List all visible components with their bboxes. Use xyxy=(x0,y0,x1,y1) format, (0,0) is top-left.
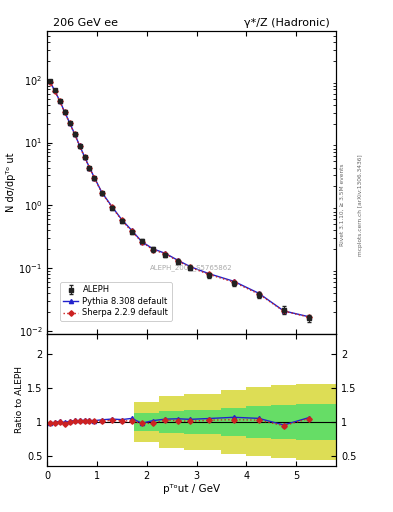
Pythia 8.308 default xyxy=(57,97,62,103)
Pythia 8.308 default xyxy=(67,120,72,126)
Sherpa 2.2.9 default xyxy=(129,228,134,234)
Pythia 8.308 default xyxy=(47,78,52,84)
Sherpa 2.2.9 default xyxy=(281,308,286,314)
Sherpa 2.2.9 default xyxy=(207,271,211,278)
Y-axis label: Ratio to ALEPH: Ratio to ALEPH xyxy=(15,367,24,434)
Pythia 8.308 default xyxy=(77,142,82,148)
Pythia 8.308 default xyxy=(306,314,311,320)
Pythia 8.308 default xyxy=(110,203,114,209)
Pythia 8.308 default xyxy=(151,246,155,252)
Pythia 8.308 default xyxy=(281,308,286,314)
Sherpa 2.2.9 default xyxy=(306,314,311,320)
Pythia 8.308 default xyxy=(62,109,67,115)
Sherpa 2.2.9 default xyxy=(99,190,104,196)
Sherpa 2.2.9 default xyxy=(57,98,62,104)
Sherpa 2.2.9 default xyxy=(188,264,193,270)
Sherpa 2.2.9 default xyxy=(151,247,155,253)
Sherpa 2.2.9 default xyxy=(110,204,114,210)
Sherpa 2.2.9 default xyxy=(47,78,52,84)
Sherpa 2.2.9 default xyxy=(87,165,92,171)
Text: ALEPH_2004_S5765862: ALEPH_2004_S5765862 xyxy=(150,264,233,271)
Sherpa 2.2.9 default xyxy=(119,217,124,223)
Legend: ALEPH, Pythia 8.308 default, Sherpa 2.2.9 default: ALEPH, Pythia 8.308 default, Sherpa 2.2.… xyxy=(60,282,172,321)
Text: Rivet 3.1.10, ≥ 3.5M events: Rivet 3.1.10, ≥ 3.5M events xyxy=(340,163,345,246)
Sherpa 2.2.9 default xyxy=(67,120,72,126)
X-axis label: pᵀᵒut / GeV: pᵀᵒut / GeV xyxy=(163,483,220,494)
Text: γ*/Z (Hadronic): γ*/Z (Hadronic) xyxy=(244,18,330,28)
Pythia 8.308 default xyxy=(231,278,236,284)
Sherpa 2.2.9 default xyxy=(140,239,144,245)
Line: Pythia 8.308 default: Pythia 8.308 default xyxy=(48,79,311,319)
Pythia 8.308 default xyxy=(52,88,57,94)
Text: mcplots.cern.ch [arXiv:1306.3436]: mcplots.cern.ch [arXiv:1306.3436] xyxy=(358,154,363,255)
Pythia 8.308 default xyxy=(119,217,124,223)
Sherpa 2.2.9 default xyxy=(176,258,180,264)
Sherpa 2.2.9 default xyxy=(163,251,168,257)
Sherpa 2.2.9 default xyxy=(77,143,82,149)
Sherpa 2.2.9 default xyxy=(82,154,87,160)
Pythia 8.308 default xyxy=(257,290,261,296)
Pythia 8.308 default xyxy=(87,164,92,170)
Pythia 8.308 default xyxy=(140,239,144,245)
Sherpa 2.2.9 default xyxy=(92,175,97,181)
Pythia 8.308 default xyxy=(129,227,134,233)
Pythia 8.308 default xyxy=(163,250,168,257)
Pythia 8.308 default xyxy=(176,257,180,263)
Pythia 8.308 default xyxy=(72,131,77,137)
Pythia 8.308 default xyxy=(99,189,104,196)
Sherpa 2.2.9 default xyxy=(62,110,67,116)
Y-axis label: N dσ/dpᵀᵒ ut: N dσ/dpᵀᵒ ut xyxy=(6,153,16,212)
Sherpa 2.2.9 default xyxy=(257,291,261,297)
Pythia 8.308 default xyxy=(188,264,193,270)
Pythia 8.308 default xyxy=(82,154,87,160)
Pythia 8.308 default xyxy=(92,175,97,181)
Line: Sherpa 2.2.9 default: Sherpa 2.2.9 default xyxy=(48,80,310,319)
Sherpa 2.2.9 default xyxy=(52,88,57,94)
Pythia 8.308 default xyxy=(207,271,211,277)
Sherpa 2.2.9 default xyxy=(231,279,236,285)
Sherpa 2.2.9 default xyxy=(72,131,77,137)
Text: 206 GeV ee: 206 GeV ee xyxy=(53,18,118,28)
